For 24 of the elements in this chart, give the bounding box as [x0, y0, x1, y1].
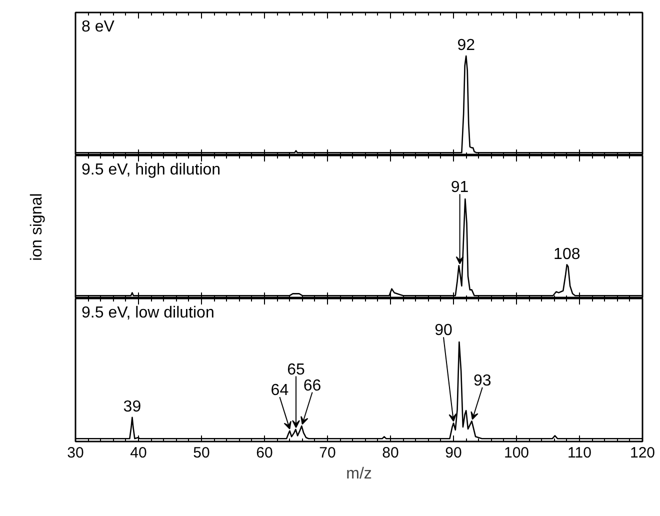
annotation: 64	[270, 382, 289, 400]
x-tick-label: 90	[445, 444, 462, 462]
annotation: 90	[434, 322, 452, 340]
x-tick-label: 110	[568, 444, 592, 462]
x-axis-title: m/z	[346, 466, 372, 482]
annotation: 66	[303, 377, 322, 394]
annotation: 108	[554, 246, 580, 263]
chart-title: 9.5 eV, high dilution	[82, 162, 221, 178]
chart-title: 8 eV	[82, 18, 115, 36]
x-tick-label: 120	[630, 444, 656, 462]
annotation: 65	[287, 361, 305, 378]
x-tick-label: 40	[130, 444, 147, 462]
x-tick-label: 80	[382, 444, 399, 462]
x-tick-label: 50	[193, 444, 210, 462]
x-tick-label: 70	[319, 444, 336, 462]
annotation: 93	[474, 372, 492, 390]
annotation: 39	[123, 398, 142, 416]
x-tick-label: 30	[67, 444, 84, 462]
x-tick-label: 100	[504, 444, 530, 462]
annotation: 92	[457, 37, 476, 54]
y-axis-title: ion signal	[28, 193, 46, 261]
chart-title: 9.5 eV, low dilution	[82, 304, 214, 322]
x-tick-label: 60	[256, 444, 273, 462]
annotation: 91	[450, 179, 469, 196]
